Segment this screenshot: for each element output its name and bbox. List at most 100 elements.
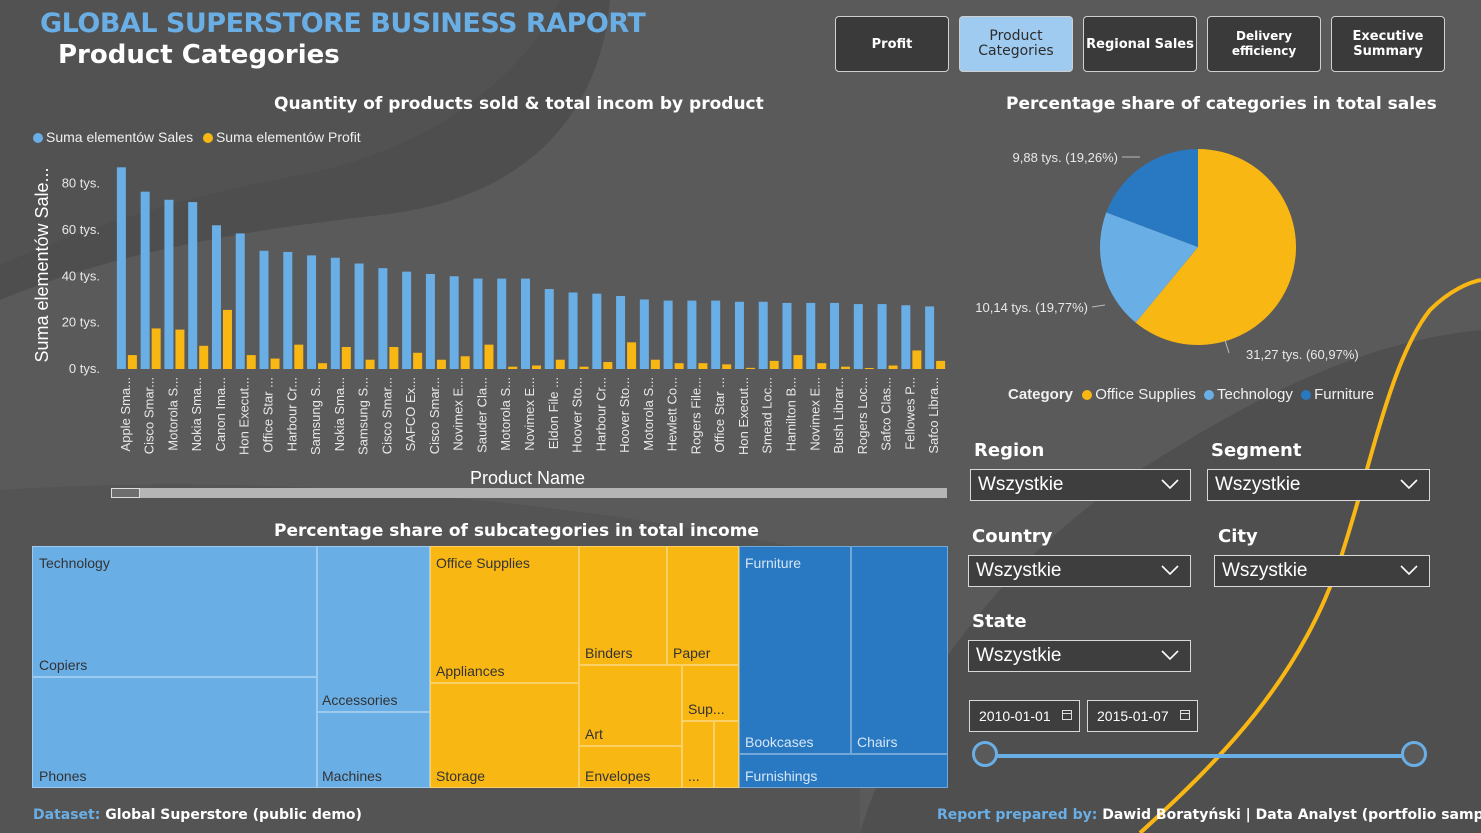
bar-sales[interactable]	[616, 295, 626, 369]
treemap-cell-furnishings[interactable]: Furnishings	[739, 754, 948, 788]
bar-sales[interactable]	[140, 191, 150, 369]
bar-chart-scrollbar[interactable]	[111, 488, 947, 498]
bar-sales[interactable]	[639, 299, 649, 369]
bar-profit[interactable]	[627, 342, 637, 369]
nav-button-product-categories[interactable]: Product Categories	[959, 16, 1073, 72]
treemap-cell-copiers[interactable]: Technology Copiers	[32, 546, 317, 677]
bar-profit[interactable]	[246, 355, 256, 369]
treemap-cell-bookcases[interactable]: Furniture Bookcases	[739, 546, 851, 754]
pie-slice-technology[interactable]	[1100, 212, 1198, 323]
bar-sales[interactable]	[901, 305, 911, 369]
bar-profit[interactable]	[650, 359, 660, 369]
bar-profit[interactable]	[436, 359, 446, 369]
bar-profit[interactable]	[508, 366, 518, 369]
bar-sales[interactable]	[307, 255, 317, 369]
bar-profit[interactable]	[318, 363, 328, 369]
bar-sales[interactable]	[402, 271, 412, 369]
bar-sales[interactable]	[782, 302, 792, 369]
bar-sales[interactable]	[687, 300, 697, 369]
treemap-cell-small[interactable]	[714, 721, 739, 788]
bar-sales[interactable]	[734, 301, 744, 369]
treemap-cell-art[interactable]: Art	[579, 665, 682, 746]
bar-profit[interactable]	[413, 352, 423, 369]
bar-profit[interactable]	[365, 359, 375, 369]
treemap-cell-supplies[interactable]: Sup...	[682, 665, 739, 721]
bar-sales[interactable]	[354, 263, 364, 369]
bar-profit[interactable]	[603, 362, 613, 369]
bar-profit[interactable]	[674, 363, 684, 369]
bar-sales[interactable]	[544, 289, 554, 369]
bar-sales[interactable]	[711, 300, 721, 369]
state-dropdown[interactable]: Wszystkie	[968, 640, 1191, 672]
end-date-input[interactable]: 2015-01-07	[1087, 700, 1198, 732]
date-range-track[interactable]	[987, 754, 1415, 758]
pie-slice-office-supplies[interactable]	[1135, 149, 1296, 345]
bar-sales[interactable]	[925, 306, 935, 369]
bar-profit[interactable]	[555, 359, 565, 369]
bar-sales[interactable]	[188, 202, 198, 369]
bar-profit[interactable]	[270, 358, 280, 369]
bar-profit[interactable]	[175, 329, 185, 369]
bar-sales[interactable]	[521, 278, 530, 369]
bar-profit[interactable]	[793, 355, 803, 369]
bar-profit[interactable]	[341, 346, 351, 369]
nav-button-regional-sales[interactable]: Regional Sales	[1083, 16, 1197, 72]
bar-sales[interactable]	[235, 233, 245, 369]
bar-sales[interactable]	[211, 225, 221, 369]
bar-sales[interactable]	[592, 293, 602, 369]
bar-sales[interactable]	[758, 301, 768, 369]
date-range-end-handle[interactable]	[1401, 741, 1427, 767]
bar-profit[interactable]	[199, 345, 209, 369]
bar-sales[interactable]	[568, 292, 578, 370]
bar-profit[interactable]	[769, 360, 779, 369]
date-range-start-handle[interactable]	[972, 741, 998, 767]
treemap-cell-envelopes[interactable]: Envelopes	[579, 746, 682, 788]
nav-button-executive-summary[interactable]: Executive Summary	[1331, 16, 1445, 72]
bar-sales[interactable]	[116, 167, 126, 369]
treemap-cell-chairs[interactable]: Chairs	[851, 546, 948, 754]
bar-profit[interactable]	[532, 365, 541, 369]
treemap-cell-binders[interactable]: Binders	[579, 546, 667, 665]
treemap-cell-accessories[interactable]: Accessories	[317, 546, 430, 712]
bar-profit[interactable]	[864, 368, 874, 369]
nav-button-profit[interactable]: Profit	[835, 16, 949, 72]
pie-slice-furniture[interactable]	[1106, 148, 1198, 247]
bar-sales[interactable]	[473, 278, 483, 369]
treemap-cell-paper[interactable]: Paper	[667, 546, 739, 665]
bar-sales[interactable]	[830, 302, 840, 369]
bar-sales[interactable]	[164, 199, 174, 369]
bar-sales[interactable]	[663, 300, 673, 369]
bar-sales[interactable]	[853, 304, 863, 369]
bar-sales[interactable]	[330, 257, 340, 369]
city-dropdown[interactable]: Wszystkie	[1214, 555, 1430, 587]
bar-sales[interactable]	[449, 276, 459, 369]
bar-sales[interactable]	[497, 278, 507, 369]
treemap-cell-other[interactable]: ...	[682, 721, 714, 788]
bar-sales[interactable]	[283, 251, 293, 369]
bar-sales[interactable]	[425, 273, 435, 369]
bar-sales[interactable]	[877, 304, 887, 369]
nav-button-delivery-efficiency[interactable]: Delivery efficiency	[1207, 16, 1321, 72]
bar-profit[interactable]	[294, 344, 304, 369]
bar-profit[interactable]	[222, 309, 232, 369]
region-dropdown[interactable]: Wszystkie	[970, 469, 1191, 501]
bar-profit[interactable]	[484, 344, 494, 369]
treemap-cell-appliances[interactable]: Office Supplies Appliances	[430, 546, 579, 683]
bar-profit[interactable]	[745, 367, 755, 369]
bar-profit[interactable]	[579, 366, 589, 369]
calendar-icon[interactable]	[1062, 710, 1072, 720]
bar-profit[interactable]	[722, 364, 732, 369]
bar-profit[interactable]	[698, 363, 708, 369]
bar-profit[interactable]	[912, 350, 922, 369]
bar-profit[interactable]	[389, 346, 399, 369]
treemap-cell-phones[interactable]: Phones	[32, 677, 317, 788]
start-date-input[interactable]: 2010-01-01	[969, 700, 1080, 732]
bar-sales[interactable]	[259, 250, 269, 369]
bar-profit[interactable]	[817, 363, 827, 369]
bar-profit[interactable]	[936, 360, 946, 369]
bar-profit[interactable]	[888, 365, 898, 369]
bar-sales[interactable]	[806, 302, 816, 369]
bar-profit[interactable]	[841, 366, 851, 369]
treemap-cell-storage[interactable]: Storage	[430, 683, 579, 788]
bar-sales[interactable]	[378, 268, 388, 369]
